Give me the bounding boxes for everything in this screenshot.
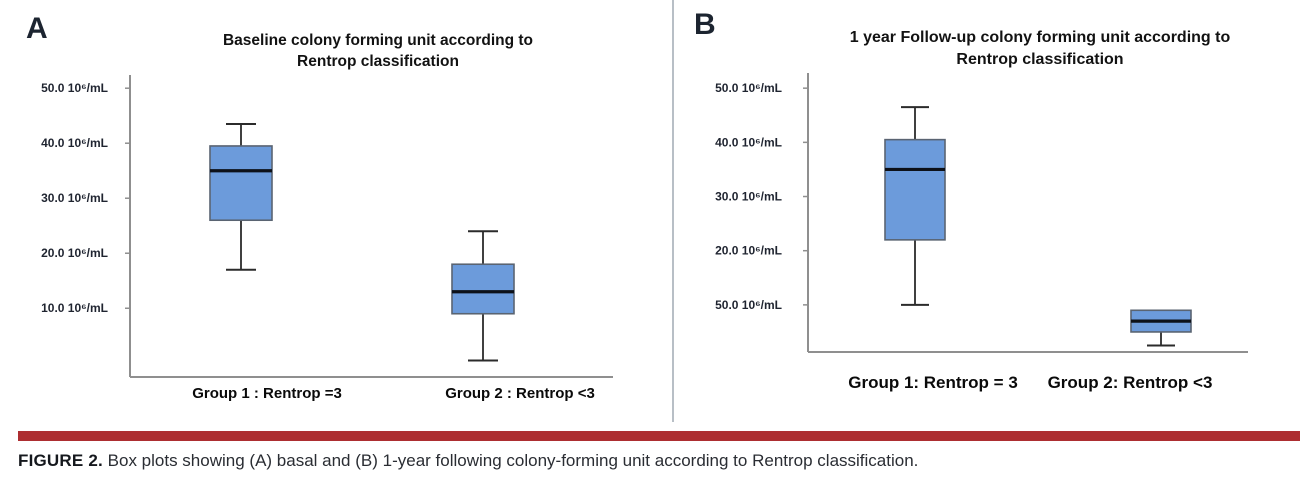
panel-b-letter: B (694, 8, 716, 41)
panel-a-title-line1: Baseline colony forming unit according t… (222, 32, 534, 49)
boxplot-panel-B: 50.0 10⁶/mL 40.0 10⁶/mL 30.0 10⁶/mL 20.0 10… (715, 73, 1248, 353)
panel-divider (672, 0, 674, 422)
y-tick-label: 50.0 10⁶/mL (715, 298, 782, 312)
y-tick-label: 30.0 10⁶/mL (41, 191, 108, 205)
boxplot-canvas: 50.0 10⁶/mL 40.0 10⁶/mL 30.0 10⁶/mL 20.0 10… (41, 73, 1248, 378)
panel-a-group2-label: Group 2 : Rentrop <3 (445, 385, 595, 402)
panel-b-title-line1: 1 year Follow-up colony forming unit acc… (849, 29, 1231, 46)
y-tick-label: 40.0 10⁶/mL (715, 135, 782, 149)
y-tick-label: 30.0 10⁶/mL (715, 190, 782, 204)
boxplot-group (209, 122, 273, 271)
y-tick-label: 20.0 10⁶/mL (715, 244, 782, 258)
figure-caption-label: FIGURE 2. (18, 451, 103, 470)
panel-b-title-line2: Rentrop classification (956, 50, 1124, 68)
iqr-box (209, 145, 273, 222)
iqr-box (451, 263, 515, 315)
panel-b-group2-label: Group 2: Rentrop <3 (1047, 373, 1213, 392)
figure-caption-text: Box plots showing (A) basal and (B) 1-ye… (102, 451, 919, 470)
y-tick-label: 40.0 10⁶/mL (41, 136, 108, 150)
panel-a-group1-label: Group 1 : Rentrop =3 (192, 385, 342, 402)
panel-a-title-line2: Rentrop classification (297, 52, 459, 70)
y-tick-label: 50.0 10⁶/mL (715, 81, 782, 95)
panel-b-chart-title: 1 year Follow-up colony forming unit acc… (790, 27, 1290, 70)
panel-b-group1-label: Group 1: Rentrop = 3 (848, 373, 1018, 392)
y-tick-label: 10.0 10⁶/mL (41, 301, 108, 315)
figure-caption: FIGURE 2. Box plots showing (A) basal an… (18, 451, 918, 471)
boxplot-group (884, 106, 946, 306)
iqr-box (884, 138, 946, 241)
panel-a-letter: A (26, 12, 48, 45)
boxplot-group (451, 230, 515, 362)
boxplot-panel-A: 50.0 10⁶/mL 40.0 10⁶/mL 30.0 10⁶/mL 20.0 10… (41, 75, 613, 378)
y-tick-label: 50.0 10⁶/mL (41, 81, 108, 95)
boxplot-group (1130, 309, 1192, 347)
y-tick-label: 20.0 10⁶/mL (41, 246, 108, 260)
accent-rule (18, 431, 1300, 441)
panel-a-chart-title: Baseline colony forming unit according t… (160, 31, 596, 73)
